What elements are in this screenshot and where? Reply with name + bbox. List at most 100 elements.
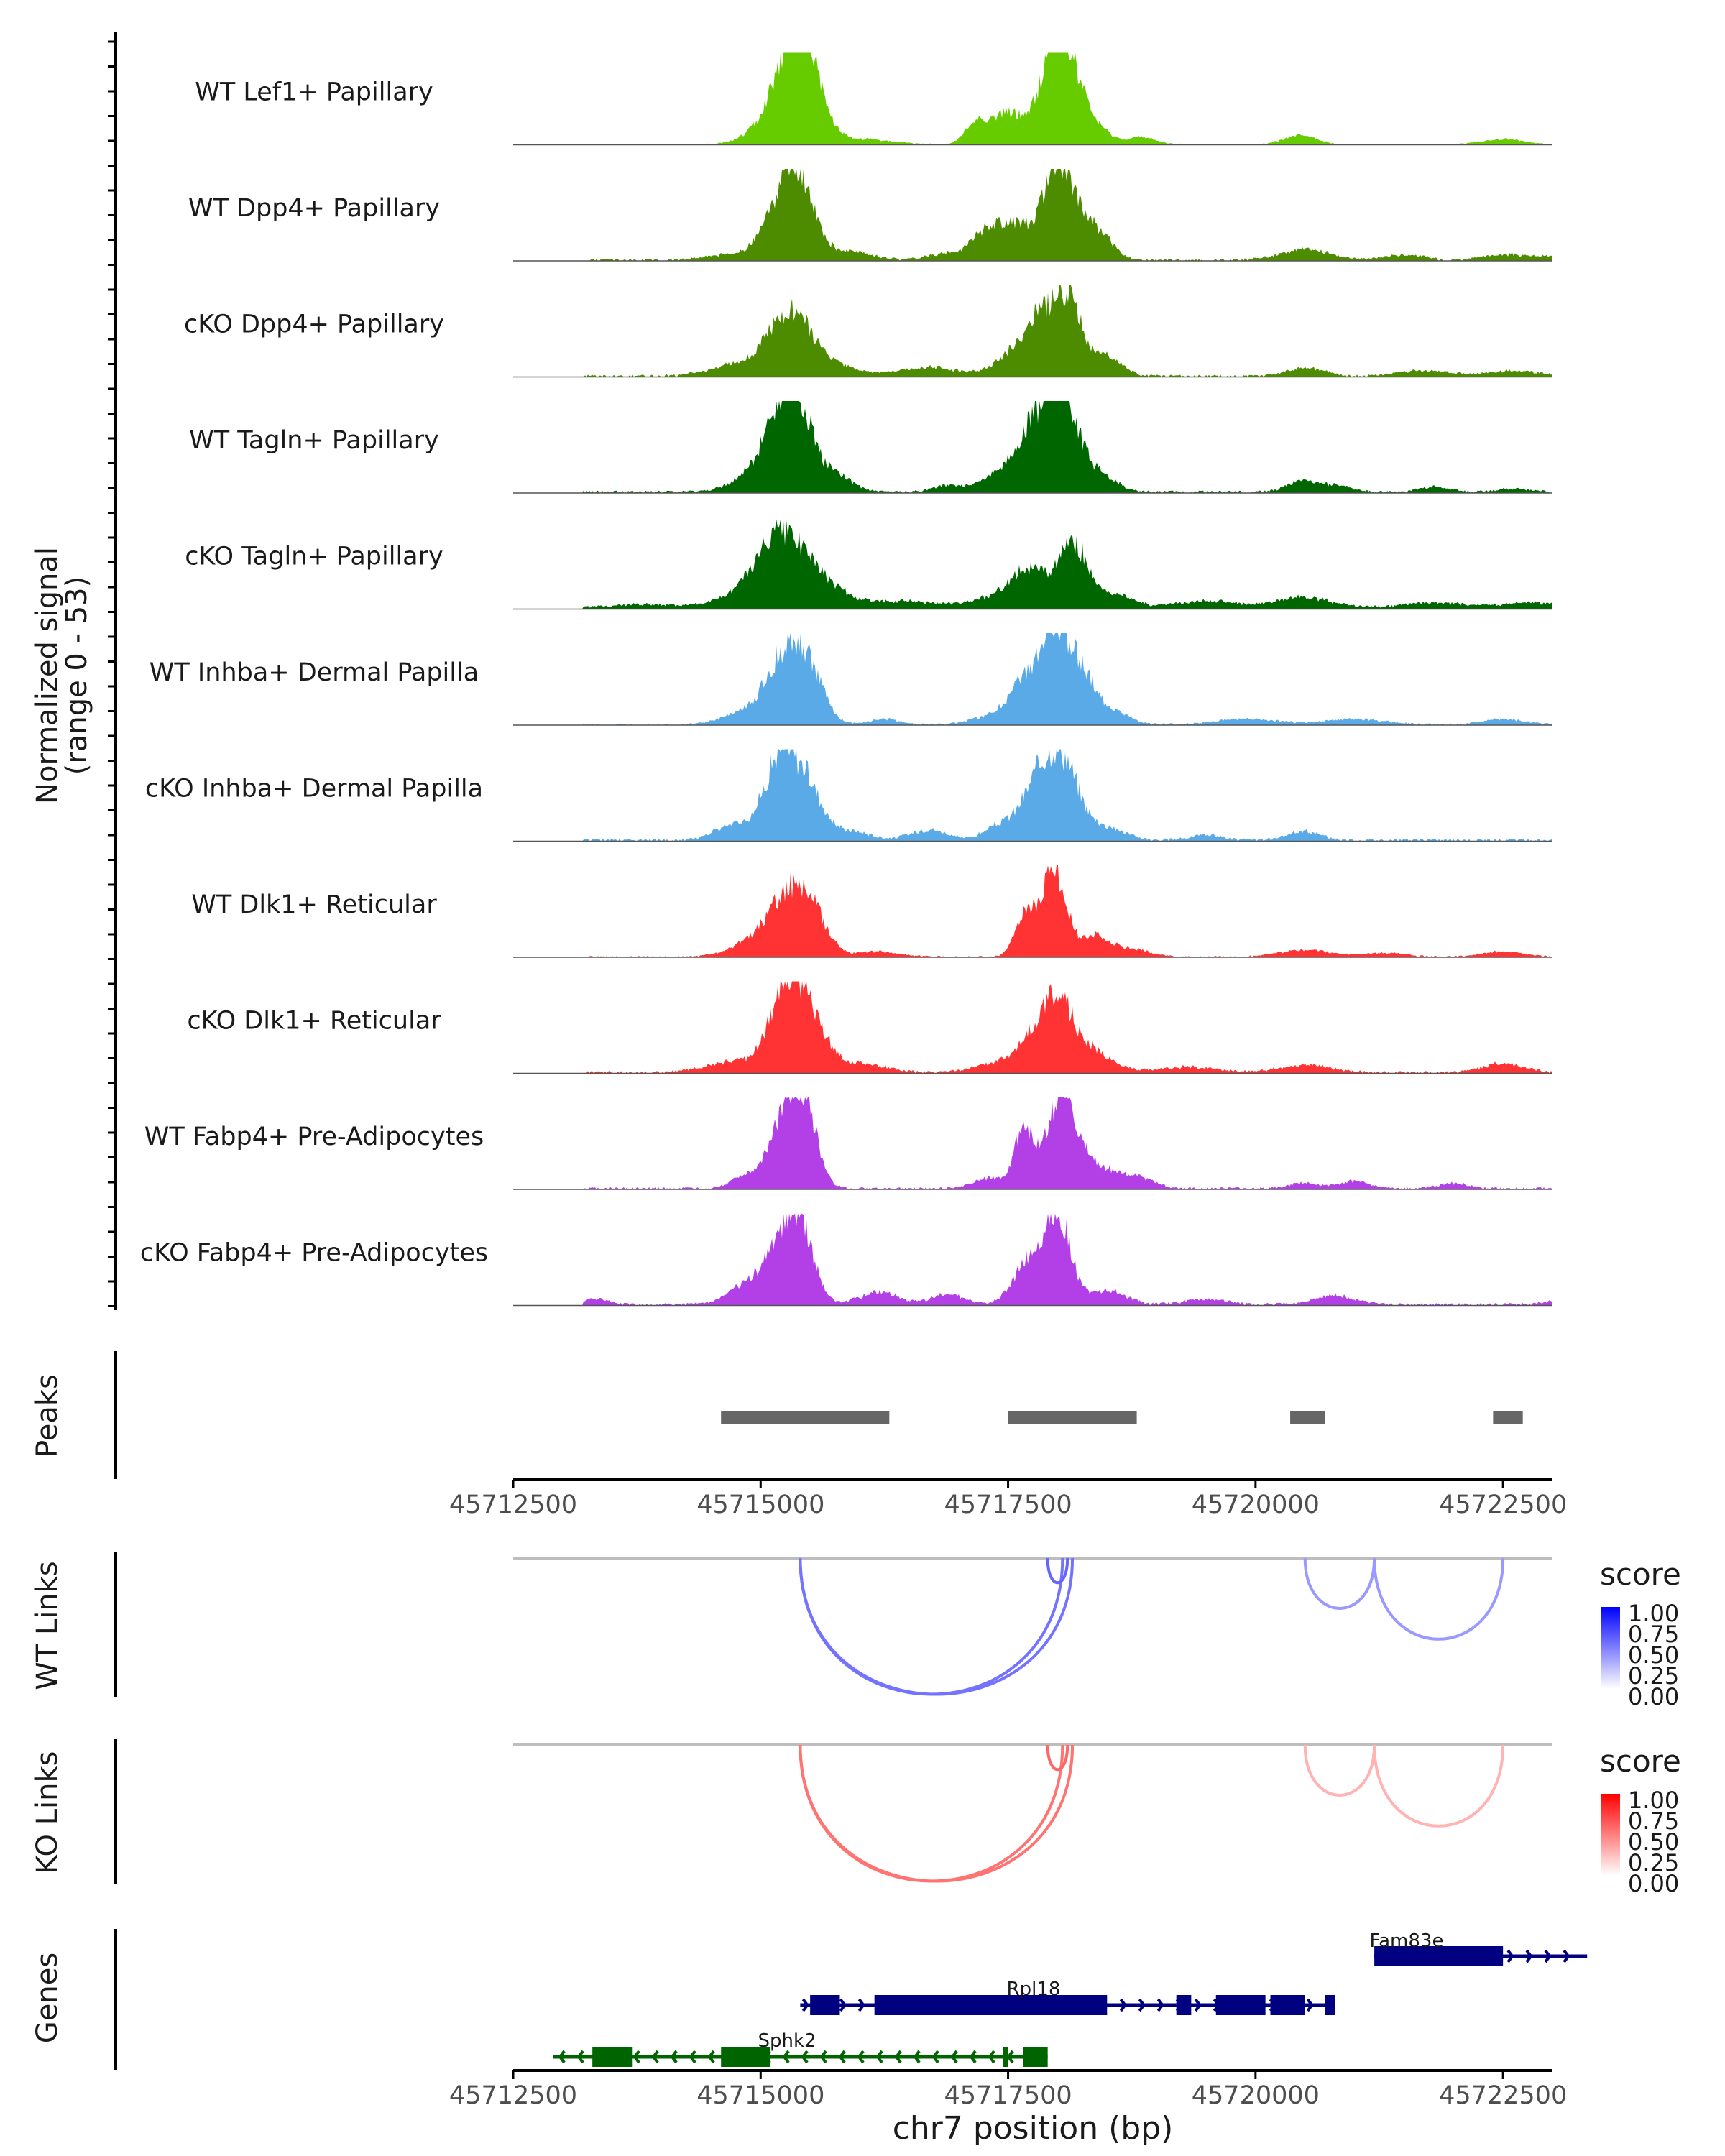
legend-tick-label: 1.00 [1628,1787,1679,1814]
coverage-area-0 [513,52,1552,145]
link-arc-1-2 [1046,1744,1070,1771]
peaks-label: Peaks [31,1374,64,1457]
coverage-area-1 [513,169,1552,261]
strand-arrow [782,2050,790,2064]
strand-arrow [913,2050,921,2064]
link-arc-0-2 [1046,1557,1070,1584]
wt-links-label: WT Links [31,1561,64,1690]
legend-tick-label: 0.25 [1628,1849,1679,1876]
strand-arrow [1006,2050,1014,2064]
legend-tick-label: 0.50 [1628,1828,1679,1856]
legend-tick-label: 0.00 [1628,1683,1679,1710]
coverage-tracks: WT Lef1+ Papillary WT Dpp4+ Papillary cKO … [108,32,1552,1310]
legend-tick-label: 1.00 [1628,1600,1679,1627]
exon-2-0 [592,2047,632,2067]
link-arc-1-1 [799,1744,1075,1883]
exon-2-3 [1023,2047,1048,2067]
ko-links-label: KO Links [31,1751,64,1874]
peak-region-3 [1493,1411,1523,1424]
link-arc-0-3 [1303,1557,1376,1610]
strand-arrow [857,2050,865,2064]
legend-tick-label: 0.75 [1628,1621,1679,1648]
strand-arrow [707,2050,715,2064]
track-label-1: WT Dpp4+ Papillary [188,194,440,223]
track-label-10: cKO Fabp4+ Pre-Adipocytes [140,1239,488,1268]
exon-1-1 [874,1995,1108,2015]
coverage-area-5 [513,633,1552,725]
x-tick-label: 45720000 [1192,2081,1320,2110]
coverage-area-6 [513,749,1552,842]
score-legends: 1.000.750.500.250.001.000.750.500.250.00 [1601,1600,1679,1897]
legend-tick-label: 0.50 [1628,1641,1679,1669]
strand-arrow [801,1998,809,2012]
link-arc-1-3 [1303,1744,1376,1797]
coverage-area-10 [513,1213,1552,1306]
strand-arrow [1156,1998,1164,2012]
x-tick-label: 45717500 [944,1491,1072,1519]
strand-arrow [1119,1998,1127,2012]
strand-arrow [1506,1949,1514,1963]
strand-arrow [894,2050,902,2064]
track-label-0: WT Lef1+ Papillary [195,78,433,107]
track-label-9: WT Fabp4+ Pre-Adipocytes [144,1123,484,1151]
coverage-ylabel: Normalized signal [31,547,64,804]
link-arc-0-1 [799,1557,1075,1696]
wt-legend-title: score [1600,1557,1681,1592]
exon-1-3 [1215,1995,1266,2015]
track-label-2: cKO Dpp4+ Papillary [184,310,444,339]
track-label-4: cKO Tagln+ Papillary [185,543,443,571]
coverage-ylabel-range: (range 0 - 53) [60,576,93,775]
strand-arrow [651,2050,659,2064]
strand-arrow [1544,1949,1552,1963]
strand-arrow [839,1998,847,2012]
exon-2-1 [721,2047,771,2067]
coverage-area-2 [513,285,1552,377]
legend-colorbar-1 [1601,1794,1620,1876]
strand-arrow [857,1998,865,2012]
strand-arrow [875,2050,883,2064]
strand-arrow [1194,1998,1202,2012]
track-label-8: cKO Dlk1+ Reticular [187,1007,441,1036]
strand-arrow [1525,1949,1533,1963]
gene-label-0: Fam83e [1370,1930,1444,1952]
track-label-6: cKO Inhba+ Dermal Papilla [145,775,483,803]
coverage-area-9 [513,1097,1552,1189]
link-arc-0-0 [799,1557,1064,1696]
gene-label-1: Rpl18 [1007,1978,1061,2000]
strand-arrow [689,2050,696,2064]
exon-2-2 [1003,2047,1008,2067]
x-tick-label: 45722500 [1439,1491,1567,1519]
x-axis-bottom: 45712500 45715000 45717500 45720000 45722500 [449,2069,1567,2110]
x-tick-label: 45715000 [696,2081,824,2110]
strand-arrow [558,2050,566,2064]
peak-region-0 [721,1411,890,1424]
track-label-3: WT Tagln+ Papillary [189,426,439,455]
strand-arrow [670,2050,678,2064]
gene-label-2: Sphk2 [758,2030,816,2052]
x-tick-label: 45722500 [1439,2081,1567,2110]
exon-1-4 [1270,1995,1305,2015]
strand-arrow [1138,1998,1146,2012]
links-tracks [114,1552,1552,1884]
legend-tick-label: 0.00 [1628,1870,1679,1897]
genes-label: Genes [31,1953,64,2043]
x-axis-top: 45712500 45715000 45717500 45720000 45722500 [449,1478,1567,1519]
strand-arrow [819,2050,827,2064]
coverage-area-4 [513,519,1552,609]
coverage-area-8 [513,981,1552,1074]
exon-1-2 [1176,1995,1192,2015]
legend-tick-label: 0.25 [1628,1662,1679,1690]
coverage-area-7 [513,865,1552,957]
peaks-track [114,1351,1523,1479]
strand-arrow [576,2050,584,2064]
genes-track: Fam83e Rpl18 Sphk2 [114,1929,1588,2070]
x-tick-label: 45712500 [449,1491,577,1519]
strand-arrow [969,2050,977,2064]
strand-arrow [1306,1998,1314,2012]
link-arc-0-4 [1373,1557,1505,1641]
strand-arrow [950,2050,958,2064]
exon-1-0 [810,1995,840,2015]
x-tick-label: 45712500 [449,2081,577,2110]
x-tick-label: 45717500 [944,2081,1072,2110]
peak-region-2 [1290,1411,1325,1424]
